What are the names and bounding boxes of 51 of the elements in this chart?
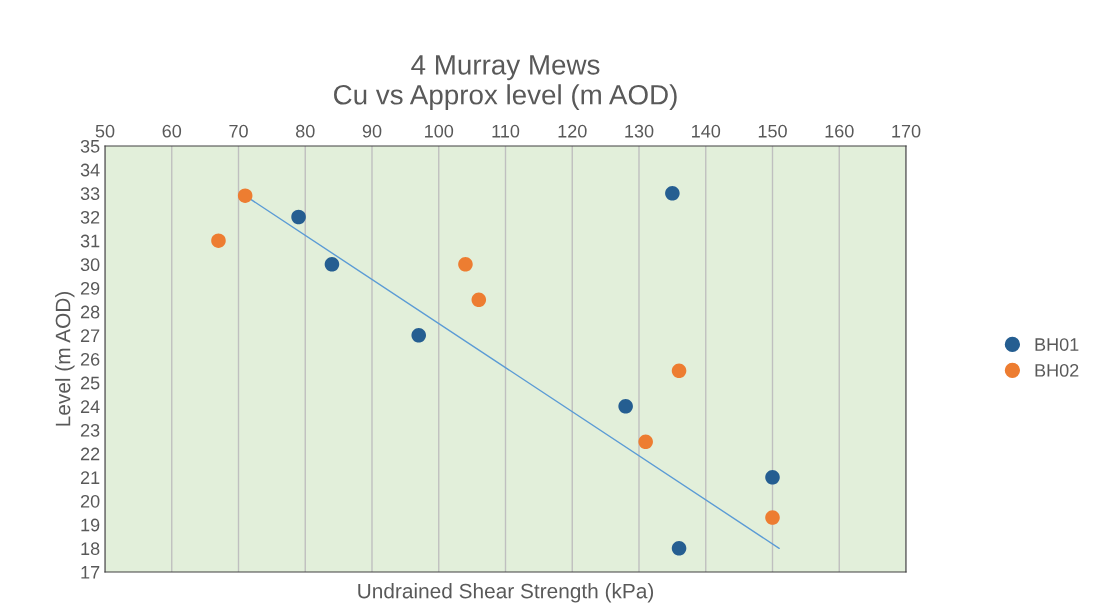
point bbox=[411, 328, 427, 343]
point bbox=[291, 209, 306, 225]
legend-label: BH02 bbox=[1035, 363, 1079, 377]
chart-title: 4 Murray Mews Cu vs Approx level (m AOD) bbox=[334, 55, 677, 111]
x-tick-label: 50 bbox=[95, 124, 115, 138]
x-tick-label: 60 bbox=[162, 124, 182, 138]
y-tick-label: 21 bbox=[80, 471, 100, 484]
point bbox=[765, 510, 780, 525]
y-tick-label: 28 bbox=[80, 305, 100, 319]
y-tick-label: 23 bbox=[80, 423, 100, 437]
y-tick-label: 18 bbox=[81, 542, 100, 556]
point bbox=[665, 186, 680, 201]
y-tick-label: 32 bbox=[80, 210, 100, 224]
x-tick-label: 100 bbox=[425, 124, 454, 138]
x-axis-title: Undrained Shear Strength (kPa) bbox=[358, 583, 654, 603]
y-tick-label: 29 bbox=[80, 281, 100, 295]
point bbox=[671, 363, 687, 379]
point bbox=[458, 257, 473, 272]
point bbox=[618, 399, 633, 414]
point bbox=[211, 233, 226, 248]
x-tick-label: 160 bbox=[825, 124, 854, 138]
point bbox=[324, 257, 340, 272]
y-tick-label: 25 bbox=[80, 376, 100, 390]
x-tick-label: 140 bbox=[692, 124, 721, 138]
x-tick-label: 80 bbox=[295, 124, 315, 138]
x-tick-label: 70 bbox=[229, 124, 248, 138]
y-tick-label: 26 bbox=[80, 352, 100, 366]
y-axis-title: Level (m AOD) bbox=[55, 291, 75, 426]
y-tick-label: 17 bbox=[81, 566, 100, 579]
x-tick-label: 150 bbox=[758, 124, 787, 138]
x-tick-label: 120 bbox=[558, 124, 587, 138]
point bbox=[471, 292, 487, 308]
x-tick-label: 110 bbox=[492, 124, 520, 138]
y-tick-label: 27 bbox=[80, 329, 100, 342]
y-tick-label: 33 bbox=[80, 187, 100, 201]
point bbox=[237, 188, 253, 203]
point bbox=[765, 470, 780, 485]
point bbox=[671, 541, 687, 556]
y-tick-label: 24 bbox=[80, 400, 100, 413]
y-tick-label: 35 bbox=[80, 139, 100, 153]
x-tick-label: 130 bbox=[625, 124, 654, 138]
y-tick-label: 31 bbox=[80, 234, 100, 248]
y-tick-label: 20 bbox=[80, 494, 100, 508]
y-tick-label: 30 bbox=[80, 258, 100, 272]
legend-label: BH01 bbox=[1035, 338, 1079, 351]
y-tick-label: 34 bbox=[80, 163, 100, 177]
point bbox=[638, 434, 653, 450]
x-tick-label: 90 bbox=[362, 124, 382, 138]
x-tick-label: 170 bbox=[892, 124, 921, 138]
y-tick-label: 19 bbox=[81, 518, 100, 532]
y-tick-label: 22 bbox=[80, 447, 100, 461]
